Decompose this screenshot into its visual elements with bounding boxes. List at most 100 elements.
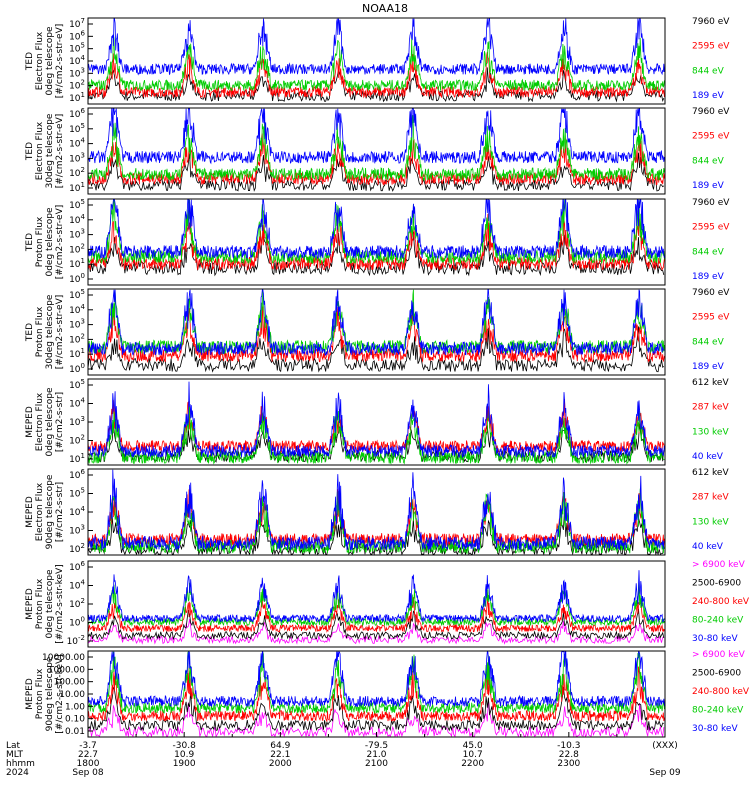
x-tick-label: 22.1 — [270, 750, 290, 760]
legend-entry: 7960 eV — [692, 107, 730, 117]
panel-8: 0.01 0.10 1.00 10.00 100.00 1000.00 10000.00 ME… — [25, 650, 750, 738]
y-axis-label: TED — [25, 142, 35, 161]
x-tick-label: 64.9 — [270, 741, 290, 751]
y-tick-label: 102 — [69, 79, 85, 92]
y-tick-label: 105 — [69, 378, 85, 391]
y-tick-label: 104 — [69, 213, 85, 226]
y-axis-label: MEPED — [25, 406, 35, 438]
y-tick-label: 103 — [69, 228, 85, 241]
y-tick-label: 103 — [69, 66, 85, 79]
y-axis-label: Proton Flux — [35, 216, 45, 267]
series-line — [87, 687, 664, 732]
y-axis-label: 90deg telescope — [45, 656, 55, 731]
y-axis-label: [#/cm2-s-str-keV] — [55, 654, 65, 733]
y-tick-label: 102 — [69, 597, 85, 610]
y-axis-label: Electron Flux — [35, 31, 45, 90]
x-row-label: hhmm — [6, 759, 35, 769]
legend-entry: 844 eV — [692, 247, 725, 257]
legend-entry: 2595 eV — [692, 132, 730, 142]
legend-entry: 7960 eV — [692, 198, 730, 208]
legend-entry: 40 keV — [692, 452, 724, 462]
legend-entry: 7960 eV — [692, 17, 730, 27]
panel-frame — [87, 288, 666, 376]
series-line — [87, 591, 665, 634]
y-tick-label: 106 — [69, 468, 85, 481]
series-line — [87, 199, 665, 260]
y-axis-label: [#/cm2-s-str-eV] — [55, 114, 65, 189]
series-line — [87, 152, 665, 192]
legend-entry: 189 eV — [692, 362, 725, 372]
series-line — [87, 666, 665, 723]
series-line — [87, 51, 665, 99]
legend-entry: 287 keV — [692, 493, 729, 503]
y-axis-label: 0deg telescope — [45, 569, 55, 639]
x-tick-label: 1900 — [173, 759, 196, 769]
y-tick-label: 104 — [69, 137, 85, 150]
y-tick-label: 106 — [69, 107, 85, 120]
y-tick-label: 101 — [69, 257, 85, 270]
y-tick-label: 105 — [69, 42, 85, 55]
legend-entry: 30-80 keV — [692, 634, 738, 644]
y-tick-label: 101 — [69, 347, 85, 360]
x-tick-label: 45.0 — [463, 741, 483, 751]
y-tick-label: 105 — [69, 487, 85, 500]
y-tick-label: 1.00 — [65, 702, 85, 712]
y-tick-label: 101 — [69, 91, 85, 104]
y-axis-label: MEPED — [25, 496, 35, 528]
y-tick-label: 105 — [69, 288, 85, 301]
series-line — [87, 469, 665, 552]
legend-entry: 80-240 keV — [692, 616, 744, 626]
x-tick-label: -79.5 — [365, 741, 388, 751]
legend-entry: 612 keV — [692, 378, 729, 388]
series-line — [87, 199, 665, 265]
legend-entry: 844 eV — [692, 66, 725, 76]
y-tick-label: 102 — [69, 166, 85, 179]
y-tick-label: 10000.00 — [42, 653, 85, 663]
x-row-label: MLT — [6, 750, 24, 760]
y-tick-label: 103 — [69, 151, 85, 164]
y-tick-label: 105 — [69, 198, 85, 211]
panel-frame — [87, 107, 666, 195]
panel-frame — [87, 198, 666, 286]
legend-entry: 287 keV — [692, 403, 729, 413]
y-axis-label: [#/cm2-s-str] — [55, 392, 65, 452]
y-tick-label: 102 — [69, 332, 85, 345]
y-axis-label: 30deg telescope — [45, 113, 55, 188]
x-tick-label: 2100 — [365, 759, 388, 769]
legend-entry: 80-240 keV — [692, 706, 744, 716]
x-tick-label: 10.9 — [174, 750, 194, 760]
series-line — [87, 650, 665, 715]
y-axis-label: Electron Flux — [35, 392, 45, 451]
y-axis-label: MEPED — [25, 588, 35, 620]
series-line — [87, 18, 665, 76]
y-tick-label: 101 — [69, 452, 85, 465]
y-axis-label: [#/cm2-s-str] — [55, 482, 65, 542]
y-axis-label: Proton Flux — [35, 668, 45, 719]
y-axis-label: [#/cm2-s-str-eV] — [55, 205, 65, 280]
y-tick-label: 104 — [69, 303, 85, 316]
legend-entry: 2595 eV — [692, 223, 730, 233]
y-tick-label: 104 — [69, 397, 85, 410]
legend-entry: 2595 eV — [692, 42, 730, 52]
legend-entry: 130 keV — [692, 427, 729, 437]
x-tick-label: (XXX) — [652, 741, 678, 751]
x-tick-label: -3.7 — [79, 741, 97, 751]
panel-7: 10-2 100 102 104 106 MEPED Proton Flux 0deg tel… — [25, 560, 750, 648]
x-tick-label: 2300 — [557, 759, 580, 769]
series-line — [87, 67, 665, 103]
y-axis-label: 0deg telescope — [45, 387, 55, 457]
x-tick-label: 22.8 — [559, 750, 579, 760]
y-tick-label: 10-2 — [67, 634, 85, 647]
y-axis-label: Proton Flux — [35, 306, 45, 357]
y-axis-label: [#/cm2-s-str-eV] — [55, 24, 65, 99]
y-tick-label: 102 — [69, 542, 85, 555]
x-tick-label: 2200 — [461, 759, 484, 769]
legend-entry: 30-80 keV — [692, 724, 738, 734]
panel-frame — [87, 560, 666, 648]
y-tick-label: 102 — [69, 434, 85, 447]
